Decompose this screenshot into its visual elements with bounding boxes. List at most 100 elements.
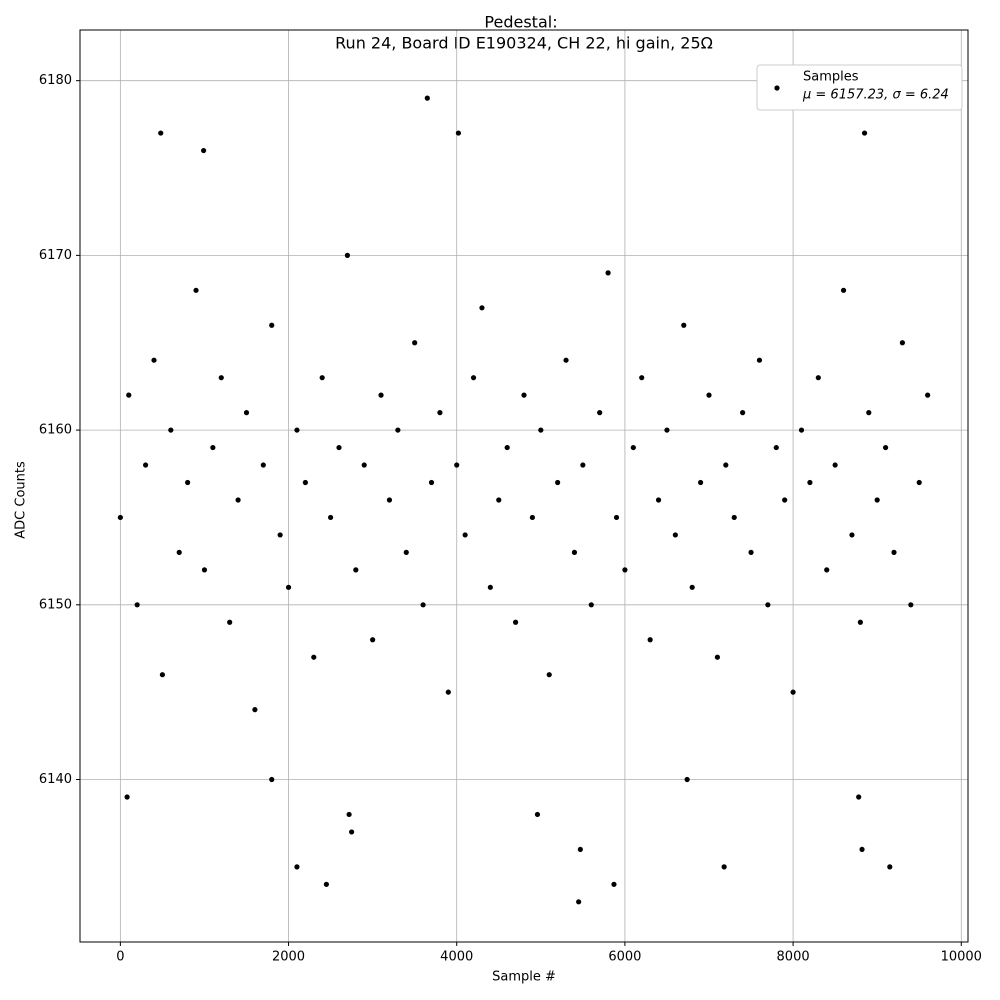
data-point — [428, 479, 435, 486]
data-point — [925, 392, 931, 398]
points — [117, 95, 931, 905]
legend-label: Samples — [803, 70, 859, 85]
data-point — [218, 375, 224, 381]
data-point — [714, 654, 721, 660]
data-point — [630, 444, 636, 451]
data-point — [721, 864, 727, 870]
data-point — [386, 497, 393, 503]
data-point — [861, 130, 868, 136]
data-point — [576, 899, 582, 905]
data-point — [117, 514, 123, 521]
x-tick-label: 10000 — [941, 950, 982, 965]
data-point — [882, 444, 889, 451]
data-point — [470, 375, 477, 381]
data-point — [134, 602, 140, 608]
data-point — [639, 375, 645, 381]
data-point — [824, 567, 830, 573]
data-point — [681, 322, 687, 328]
y-tick-label: 6180 — [39, 73, 72, 88]
data-point — [611, 881, 617, 887]
data-point — [798, 427, 805, 433]
data-point — [285, 584, 292, 590]
data-point — [664, 427, 670, 433]
data-point — [723, 462, 729, 468]
data-point — [378, 392, 384, 398]
data-point — [336, 444, 342, 451]
data-point — [445, 689, 451, 695]
plot-frame — [79, 29, 969, 943]
data-point — [424, 95, 430, 101]
data-point — [504, 444, 510, 451]
data-point — [269, 776, 275, 783]
x-tick-label: 4000 — [440, 950, 473, 965]
data-point — [462, 532, 468, 538]
data-point — [832, 462, 838, 468]
data-point — [159, 672, 166, 678]
data-point — [151, 357, 157, 363]
data-point — [201, 147, 207, 154]
data-point — [538, 427, 544, 433]
data-point — [790, 689, 796, 695]
y-axis-label: ADC Counts — [14, 461, 29, 539]
data-point — [740, 410, 746, 416]
data-point — [856, 794, 862, 800]
data-point — [185, 479, 191, 486]
data-point — [807, 479, 813, 486]
data-point — [571, 549, 578, 555]
data-point — [302, 479, 308, 486]
data-point — [748, 549, 754, 555]
data-point — [597, 410, 603, 416]
data-point — [887, 864, 893, 870]
data-point — [765, 602, 771, 608]
data-point — [782, 497, 788, 503]
data-point — [487, 584, 493, 590]
data-point — [916, 479, 922, 486]
data-point — [344, 252, 351, 258]
data-point — [840, 287, 847, 293]
y-tick-label: 6150 — [39, 597, 72, 612]
y-tick-label: 6140 — [39, 772, 72, 787]
data-point — [479, 305, 485, 311]
legend-marker — [774, 85, 780, 91]
data-point — [647, 637, 653, 643]
data-point — [849, 532, 855, 538]
data-point — [346, 811, 352, 818]
data-point — [235, 497, 241, 503]
legend-stats: μ = 6157.23, σ = 6.24 — [802, 88, 949, 103]
data-point — [577, 846, 583, 853]
data-point — [563, 357, 569, 363]
data-point — [891, 549, 897, 555]
data-point — [260, 462, 266, 468]
data-point — [496, 497, 502, 503]
data-point — [529, 514, 536, 521]
data-point — [580, 462, 586, 468]
data-point — [142, 462, 149, 468]
data-point — [437, 410, 443, 416]
data-point — [908, 602, 914, 608]
x-tick-label: 0 — [116, 950, 124, 965]
data-point — [311, 654, 317, 660]
data-point — [866, 410, 872, 416]
data-point — [534, 811, 541, 818]
data-point — [859, 846, 865, 853]
x-tick-label: 8000 — [777, 950, 810, 965]
data-point — [546, 672, 552, 678]
data-point — [227, 619, 233, 625]
data-point — [269, 322, 275, 328]
data-point — [349, 829, 355, 835]
data-point — [521, 392, 527, 398]
data-point — [605, 270, 611, 276]
data-point — [176, 549, 182, 555]
data-point — [277, 532, 283, 538]
chart-subtitle: Run 24, Board ID E190324, CH 22, hi gain… — [335, 34, 713, 53]
data-point — [124, 794, 130, 800]
data-point — [168, 427, 174, 433]
data-point — [773, 444, 779, 451]
data-point — [815, 375, 821, 381]
y-tick-label: 6160 — [39, 423, 72, 438]
data-point — [370, 637, 376, 643]
chart-title: Pedestal: — [484, 13, 557, 32]
data-point — [158, 130, 164, 136]
data-point — [395, 427, 401, 433]
